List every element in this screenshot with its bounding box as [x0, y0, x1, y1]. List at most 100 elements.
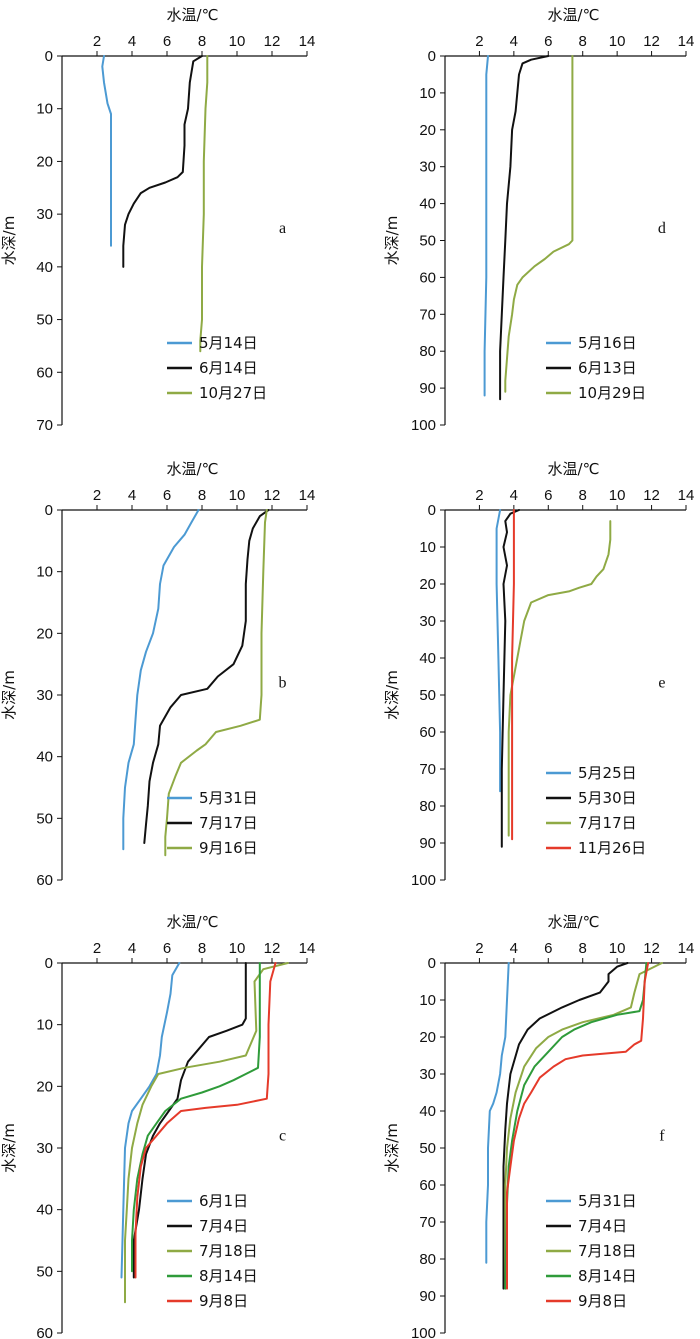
x-tick-label: 10 [609, 33, 626, 50]
y-tick-label: 40 [36, 1202, 53, 1219]
series-line-black [500, 509, 520, 848]
x-tick-label: 12 [264, 487, 281, 504]
y-tick-label: 0 [45, 48, 53, 65]
legend-label: 6月1日 [199, 1192, 248, 1210]
panel-d: 2 4 6 8 10 12 14 水温/℃ 0 10 20 30 40 50 60 70 80 90 100 水深/m… [383, 6, 694, 434]
series-line-black [132, 962, 247, 1279]
y-tick-label: 50 [419, 687, 436, 704]
y-axis-title: 水深/m [383, 216, 401, 266]
y-tick-label: 30 [36, 1140, 53, 1157]
y-tick-label: 60 [36, 872, 53, 889]
legend-label: 8月14日 [578, 1267, 637, 1285]
legend-label: 7月4日 [578, 1217, 627, 1235]
series-line-red [511, 509, 515, 841]
y-tick-label: 30 [36, 206, 53, 223]
series-line-blue [120, 962, 181, 1279]
series-line-black [502, 962, 629, 1290]
x-tick-label: 4 [128, 487, 136, 504]
x-tick-label: 4 [510, 940, 518, 957]
x-tick-label: 14 [299, 940, 316, 957]
y-tick-label: 10 [36, 564, 53, 581]
x-tick-label: 12 [643, 33, 660, 50]
y-tick-label: 20 [36, 625, 53, 642]
x-tick-label: 2 [93, 33, 101, 50]
y-tick-label: 50 [419, 1140, 436, 1157]
y-tick-label: 70 [36, 417, 53, 434]
series-line-red [506, 962, 650, 1290]
legend-label: 9月16日 [199, 839, 258, 857]
legend-label: 8月14日 [199, 1267, 258, 1285]
panel-c: 2 4 6 8 10 12 14 水温/℃ 0 10 20 30 40 50 60 水深/m c 6月1日 7月4日… [0, 913, 315, 1339]
legend-label: 5月30日 [578, 789, 637, 807]
y-tick-label: 60 [36, 1325, 53, 1339]
y-tick-label: 10 [419, 992, 436, 1009]
series-line-blue [483, 55, 489, 397]
y-tick-label: 50 [36, 810, 53, 827]
x-tick-label: 10 [229, 33, 246, 50]
legend-label: 5月25日 [578, 764, 637, 782]
series-line-black [122, 55, 203, 268]
y-tick-label: 90 [419, 835, 436, 852]
y-tick-label: 40 [36, 749, 53, 766]
legend-label: 6月13日 [578, 359, 637, 377]
x-axis-title: 水温/℃ [548, 460, 600, 478]
y-tick-label: 10 [36, 101, 53, 118]
x-tick-label: 12 [643, 940, 660, 957]
y-tick-label: 80 [419, 1251, 436, 1268]
legend-label: 7月4日 [199, 1217, 248, 1235]
panel-letter: d [658, 220, 666, 237]
y-tick-label: 10 [36, 1017, 53, 1034]
y-axis-title: 水深/m [0, 216, 18, 266]
legend-label: 5月31日 [578, 1192, 637, 1210]
x-tick-label: 6 [544, 33, 552, 50]
series-line-green [504, 962, 648, 1290]
panel-e: 2 4 6 8 10 12 14 水温/℃ 0 10 20 30 40 50 60 70 80 90 100 水深/m… [383, 460, 694, 889]
series-line-olive [504, 962, 663, 1290]
x-tick-label: 6 [163, 940, 171, 957]
y-axis-title: 水深/m [383, 670, 401, 720]
y-tick-label: 30 [419, 1066, 436, 1083]
x-tick-label: 10 [229, 487, 246, 504]
y-tick-label: 70 [419, 306, 436, 323]
y-tick-label: 40 [419, 1103, 436, 1120]
y-tick-label: 50 [36, 1263, 53, 1280]
y-tick-label: 70 [419, 761, 436, 778]
panel-letter: b [279, 675, 287, 692]
series-line-red [134, 962, 277, 1279]
y-tick-label: 100 [411, 1325, 436, 1339]
y-tick-label: 60 [419, 724, 436, 741]
x-axis-title: 水温/℃ [548, 913, 600, 931]
legend-label: 10月27日 [199, 384, 267, 402]
y-tick-label: 10 [419, 85, 436, 102]
y-tick-label: 80 [419, 343, 436, 360]
y-tick-label: 30 [36, 687, 53, 704]
series-line-black [143, 509, 270, 844]
x-tick-label: 14 [299, 487, 316, 504]
y-tick-label: 70 [419, 1214, 436, 1231]
x-tick-label: 10 [609, 487, 626, 504]
y-tick-label: 30 [419, 613, 436, 630]
x-tick-label: 2 [475, 940, 483, 957]
y-tick-label: 40 [419, 196, 436, 213]
y-tick-label: 20 [419, 576, 436, 593]
series-line-blue [495, 509, 502, 793]
x-tick-label: 6 [163, 33, 171, 50]
x-tick-label: 8 [579, 33, 587, 50]
y-tick-label: 100 [411, 872, 436, 889]
x-tick-label: 12 [643, 487, 660, 504]
legend-label: 9月8日 [199, 1292, 248, 1310]
panel-letter: a [279, 220, 286, 237]
legend-label: 5月14日 [199, 334, 258, 352]
x-tick-label: 14 [678, 33, 695, 50]
y-axis-title: 水深/m [383, 1123, 401, 1173]
y-tick-label: 20 [36, 1078, 53, 1095]
panel-a: 2 4 6 8 10 12 14 水温/℃ 0 10 20 30 40 50 60 70 水深/m a 5月14日 6… [0, 6, 315, 434]
y-tick-label: 10 [419, 539, 436, 556]
legend-label: 10月29日 [578, 384, 646, 402]
x-tick-label: 2 [475, 33, 483, 50]
x-axis-title: 水温/℃ [167, 913, 219, 931]
x-tick-label: 2 [93, 487, 101, 504]
x-tick-label: 8 [198, 487, 206, 504]
x-tick-label: 8 [579, 487, 587, 504]
